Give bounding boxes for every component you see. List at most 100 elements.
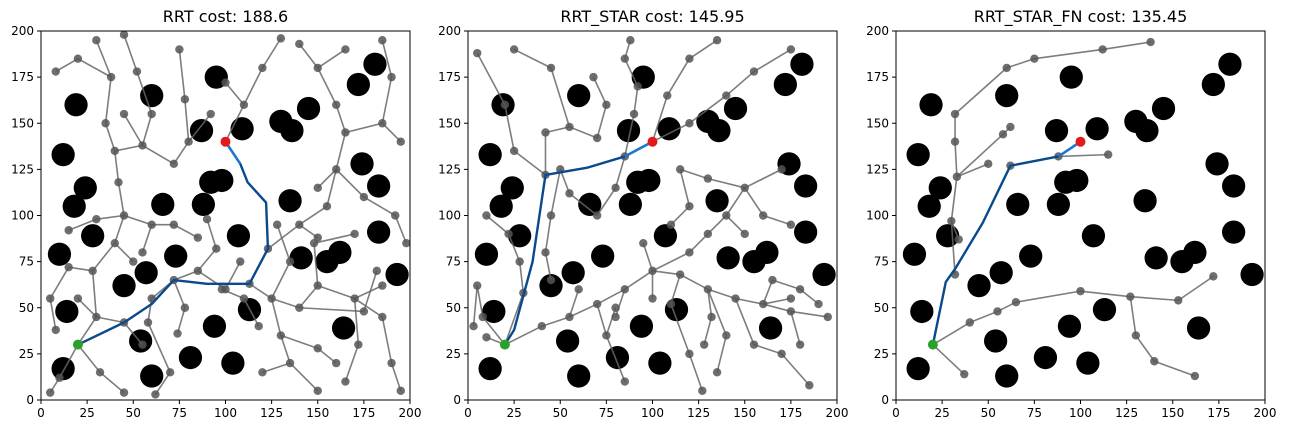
obstacle	[910, 299, 934, 324]
tree-node	[648, 266, 657, 276]
obstacle	[790, 52, 814, 76]
tree-node	[482, 211, 491, 220]
tree-edge	[666, 58, 691, 96]
tree-node	[119, 211, 129, 220]
tree-edge	[703, 316, 713, 345]
y-tick-label: 150	[866, 116, 889, 130]
obstacle	[967, 273, 991, 298]
tree-node	[620, 54, 630, 63]
tree-node	[119, 31, 129, 39]
tree-node	[960, 369, 969, 379]
obstacle	[508, 224, 532, 248]
tree-node	[239, 294, 249, 303]
tree-edge	[289, 362, 319, 392]
tree-edge	[298, 43, 319, 69]
tree-node	[1103, 150, 1113, 159]
tree-node	[950, 109, 960, 119]
ticks: 0 25 50 75 100 125 150 175 200 0 25 50 75 100 125 150 17…	[11, 24, 421, 420]
tree-edge	[605, 307, 617, 336]
tree-node	[629, 109, 639, 119]
tree-node	[132, 67, 142, 76]
obstacle	[81, 224, 105, 248]
tree-edge	[270, 298, 282, 336]
y-tick-label: 125	[438, 162, 461, 176]
tree-edge	[58, 344, 79, 379]
x-tick-label: 50	[981, 406, 996, 420]
tree-edge	[550, 169, 562, 216]
goal-marker	[1075, 136, 1086, 147]
tree-edge	[68, 218, 97, 232]
goal-marker	[647, 136, 658, 147]
panel-title: RRT_STAR_FN cost: 135.45	[974, 7, 1188, 27]
tree-node	[396, 137, 405, 146]
obstacle	[556, 329, 580, 353]
tree-node	[685, 349, 694, 359]
obstacle	[296, 96, 321, 121]
obstacle	[723, 96, 748, 121]
tree-node	[703, 174, 713, 183]
obstacle	[331, 316, 356, 340]
obstacle	[539, 273, 563, 298]
tree-edge	[184, 99, 190, 142]
tree-node	[236, 257, 245, 266]
tree-edge	[262, 362, 291, 374]
y-tick-label: 150	[438, 116, 461, 130]
tree-node	[88, 266, 97, 276]
goal-marker	[220, 136, 231, 147]
tree-edge	[507, 233, 521, 262]
x-tick-label: 75	[1027, 406, 1042, 420]
obstacle	[164, 244, 188, 268]
tree-edge	[173, 279, 186, 309]
obstacle	[51, 142, 75, 167]
tree-node	[947, 216, 956, 226]
tree-node	[138, 141, 147, 150]
tree-node	[984, 159, 993, 169]
tree-node	[1146, 37, 1155, 47]
obstacle	[561, 261, 585, 285]
obstacle	[578, 192, 602, 217]
tree-edge	[317, 48, 346, 69]
tree-node	[1006, 122, 1015, 132]
solution-path-final-segment	[624, 140, 654, 158]
tree-edge	[173, 270, 199, 281]
tree-node	[341, 377, 350, 386]
tree-edge	[707, 177, 745, 189]
tree-edge	[513, 48, 552, 69]
obstacle	[1033, 345, 1058, 370]
tree-edge	[624, 58, 639, 87]
obstacle	[1222, 220, 1246, 244]
obstacle	[1057, 314, 1082, 338]
y-tick-label: 175	[438, 70, 461, 84]
tree-node	[639, 238, 648, 248]
tree-edge	[596, 288, 626, 305]
tree-node	[666, 299, 676, 309]
tree-edge	[104, 77, 112, 124]
x-tick-label: 200	[1254, 406, 1277, 420]
tree-edge	[652, 122, 690, 143]
obstacle	[1092, 297, 1117, 322]
tree-edge	[932, 321, 971, 346]
y-tick-label: 200	[866, 24, 889, 38]
tree-edge	[49, 298, 57, 331]
tree-node	[509, 146, 519, 156]
obstacle	[367, 174, 391, 198]
tree-node	[740, 183, 749, 193]
x-tick-label: 125	[260, 406, 283, 420]
tree-edge	[317, 67, 337, 106]
tree-node	[332, 358, 341, 368]
tree-edge	[335, 132, 347, 170]
tree-node	[469, 322, 478, 331]
tree-edge	[651, 95, 669, 142]
tree-node	[1190, 371, 1200, 381]
tree-edge	[568, 289, 580, 318]
tree-edge	[173, 224, 199, 239]
obstacle	[189, 119, 214, 143]
tree-node	[740, 229, 749, 239]
obstacle	[755, 240, 779, 265]
tree-edge	[1130, 295, 1179, 302]
tree-node	[1131, 331, 1141, 340]
tree-node	[592, 211, 602, 220]
tree-edge	[381, 76, 393, 124]
tree-edge	[954, 141, 958, 177]
tree-node	[272, 220, 282, 229]
